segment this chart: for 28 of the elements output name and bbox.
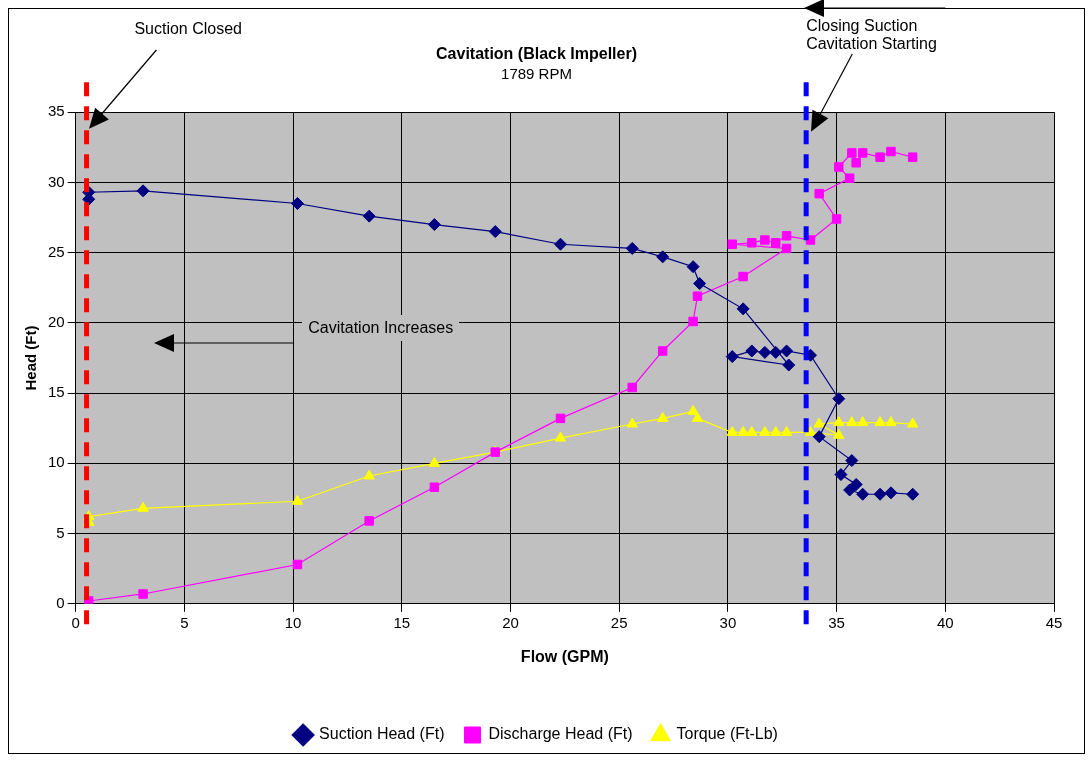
y-tick-label: 35 bbox=[48, 102, 65, 120]
y-tick-label: 10 bbox=[48, 453, 65, 471]
y-tick-label: 15 bbox=[48, 383, 65, 401]
x-tick-label: 25 bbox=[610, 613, 628, 631]
legend-label: Discharge Head (Ft) bbox=[488, 725, 633, 743]
x-tick-label: 45 bbox=[1045, 613, 1063, 631]
legend-label: Suction Head (Ft) bbox=[319, 725, 445, 743]
x-tick-label: 0 bbox=[71, 613, 80, 631]
y-tick-label: 30 bbox=[48, 172, 65, 190]
y-tick-label: 20 bbox=[48, 313, 65, 331]
y-tick-label: 0 bbox=[56, 593, 65, 611]
text: Suction Closed bbox=[134, 20, 242, 39]
y-tick-label: 5 bbox=[56, 523, 65, 541]
chart-subtitle: 1789 RPM bbox=[501, 65, 572, 83]
x-tick-label: 10 bbox=[284, 613, 302, 631]
x-tick-label: 20 bbox=[502, 613, 519, 631]
x-tick-label: 30 bbox=[719, 613, 737, 631]
x-tick-label: 35 bbox=[828, 613, 845, 631]
chart-title: Cavitation (Black Impeller) bbox=[436, 45, 637, 63]
x-tick-label: 5 bbox=[180, 613, 189, 631]
y-tick-label: 25 bbox=[48, 242, 65, 260]
annotation: Cavitation Increases bbox=[302, 314, 460, 341]
x-axis-title: Flow (GPM) bbox=[520, 647, 609, 665]
text: Closing Suction Cavitation Starting bbox=[806, 17, 937, 54]
x-tick-label: 40 bbox=[936, 613, 954, 631]
y-axis-title: Head (Ft) bbox=[22, 325, 40, 391]
x-tick-label: 15 bbox=[393, 613, 411, 631]
legend-label: Torque (Ft-Lb) bbox=[676, 725, 778, 743]
